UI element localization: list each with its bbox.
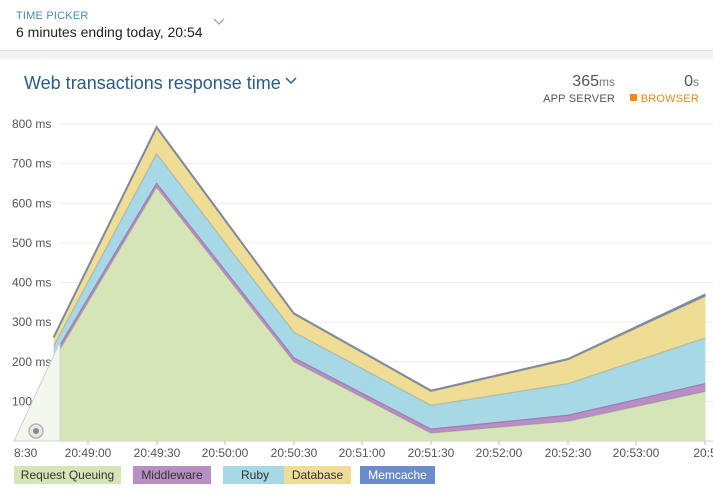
legend-ruby[interactable]: Ruby — [223, 466, 287, 484]
browser-unit: s — [693, 75, 699, 89]
x-tick-label: 20:53:00 — [613, 446, 660, 460]
x-tick-label: 20:49:00 — [65, 446, 112, 460]
legend-request-queuing[interactable]: Request Queuing — [14, 466, 121, 484]
chevron-down-icon[interactable] — [284, 76, 298, 86]
series-line — [53, 152, 706, 406]
browser-stat: 0s BROWSER — [629, 73, 699, 105]
panel-separator — [0, 51, 713, 59]
x-tick-label: 20:52:30 — [545, 446, 592, 460]
chevron-down-icon[interactable] — [212, 16, 226, 26]
y-tick-label: 600 ms — [12, 196, 51, 210]
y-tick-label: 500 ms — [12, 236, 51, 250]
x-tick-label: 20:50:00 — [202, 446, 249, 460]
x-tick-label: 20:50:30 — [271, 446, 318, 460]
x-tick-label: 8:30 — [14, 446, 38, 460]
y-tick-label: 200 ms — [12, 355, 51, 369]
series-line — [53, 182, 706, 430]
legend-database[interactable]: Database — [284, 466, 351, 484]
area-request-queuing — [53, 187, 706, 441]
x-tick-label: 20:51:30 — [408, 446, 455, 460]
selection-wedge — [13, 341, 61, 442]
y-tick-label: 400 ms — [12, 276, 51, 290]
time-picker[interactable]: TIME PICKER 6 minutes ending today, 20:5… — [0, 0, 713, 51]
legend-middleware[interactable]: Middleware — [133, 466, 211, 484]
x-tick-label: 20:52:00 — [476, 446, 523, 460]
x-tick-label: 20:51:00 — [339, 446, 386, 460]
drag-handle-dot — [33, 428, 39, 434]
y-tick-label: 300 ms — [12, 315, 51, 329]
chart-title[interactable]: Web transactions response time — [24, 73, 281, 93]
app-server-value: 365 — [572, 73, 599, 90]
y-tick-label: 800 ms — [12, 117, 51, 131]
browser-label: BROWSER — [640, 93, 699, 105]
app-server-unit: ms — [599, 75, 615, 89]
time-picker-label: TIME PICKER — [16, 10, 89, 22]
total-outline — [53, 125, 706, 392]
x-tick-label: 20:49:30 — [134, 446, 181, 460]
app-server-label: APP SERVER — [543, 93, 615, 105]
series-line — [53, 186, 706, 434]
time-picker-value[interactable]: 6 minutes ending today, 20:54 — [16, 24, 203, 40]
x-tick-label: 20:5 — [693, 446, 713, 460]
browser-color-square — [629, 94, 637, 101]
browser-value: 0 — [684, 73, 693, 90]
legend-memcache[interactable]: Memcache — [360, 466, 435, 484]
y-tick-label: 700 ms — [12, 157, 51, 171]
app-server-stat: 365ms APP SERVER — [543, 73, 615, 105]
